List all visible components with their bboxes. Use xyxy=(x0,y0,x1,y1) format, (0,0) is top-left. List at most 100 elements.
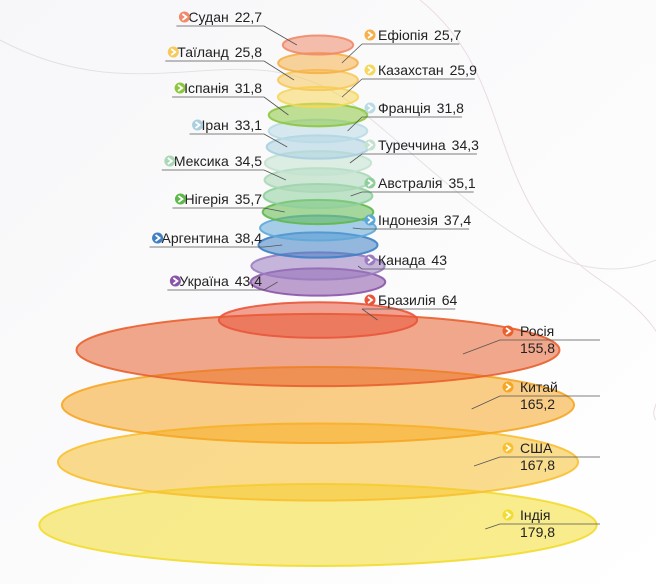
arrow-icon xyxy=(505,327,512,335)
category-label: Таїланд xyxy=(177,44,228,60)
leader-line xyxy=(352,227,363,230)
disc xyxy=(277,51,359,75)
data-label: Канада 43 xyxy=(378,252,447,268)
leader-line xyxy=(350,191,363,197)
category-label: Туреччина xyxy=(378,137,446,153)
value-label: 34,3 xyxy=(452,137,479,153)
arrow-icon xyxy=(178,11,190,23)
arrow-icon xyxy=(367,256,374,264)
value-label: 22,7 xyxy=(235,9,262,25)
value-label: 34,5 xyxy=(235,153,262,169)
category-label: Китай xyxy=(520,379,558,395)
data-label: Судан 22,7 xyxy=(188,9,262,25)
arrow-icon xyxy=(169,275,181,287)
leader-line xyxy=(263,244,283,248)
category-label: Мексика xyxy=(174,153,229,169)
arrow-icon xyxy=(364,102,376,114)
arrow-icon xyxy=(167,46,179,58)
data-label: Австралія 35,1 xyxy=(378,175,476,191)
category-label: Аргентина xyxy=(162,230,229,246)
category-label: Судан xyxy=(188,9,228,25)
leader-line xyxy=(263,281,278,291)
leader-line xyxy=(473,456,501,467)
arrow-icon xyxy=(367,31,374,39)
data-label: Україна 43,4 xyxy=(179,273,262,289)
value-label: 31,8 xyxy=(437,100,464,116)
leader-line xyxy=(462,339,501,355)
arrow-icon xyxy=(367,66,374,74)
discs xyxy=(38,34,598,567)
data-label: Іспанія 31,8 xyxy=(184,80,262,96)
arrow-icon xyxy=(367,179,374,187)
leader-line xyxy=(263,96,289,116)
value-label: 25,8 xyxy=(235,44,262,60)
category-label: Росія xyxy=(520,323,554,339)
category-label: Іран xyxy=(202,117,229,133)
arrow-icon xyxy=(195,121,202,129)
arrow-icon xyxy=(174,193,186,205)
category-label: Індія xyxy=(520,507,550,523)
category-label: Іспанія xyxy=(184,80,229,96)
value-label: 35,7 xyxy=(235,191,262,207)
arrow-icon xyxy=(364,177,376,189)
data-label: Казахстан 25,9 xyxy=(378,62,477,78)
category-label: США xyxy=(520,440,553,456)
arrow-icon xyxy=(364,294,376,306)
arrow-icon xyxy=(367,104,374,112)
data-label: Нігерія 35,7 xyxy=(184,191,262,207)
arrow-icon xyxy=(172,277,179,285)
category-label: Канада xyxy=(378,252,426,268)
data-label: Індонезія 37,4 xyxy=(378,212,471,228)
category-label: Казахстан xyxy=(378,62,444,78)
decor xyxy=(419,0,656,421)
leader-line xyxy=(347,116,363,132)
arrow-icon xyxy=(502,509,514,521)
labels: Судан 22,7 Ефіопія 25,7 Таїланд 25,8 Казахстан… xyxy=(149,9,600,540)
arrow-icon xyxy=(152,232,164,244)
arrow-icon xyxy=(177,84,184,92)
leader-line xyxy=(263,133,288,148)
arrow-icon xyxy=(170,48,177,56)
leader-line xyxy=(263,207,285,213)
data-label: Аргентина 38,4 xyxy=(162,230,263,246)
arrow-icon xyxy=(364,29,376,41)
data-label: Іран 33,1 xyxy=(202,117,263,133)
data-label: Мексика 34,5 xyxy=(174,153,262,169)
disc xyxy=(281,34,355,56)
leader-line xyxy=(341,43,363,64)
leader-line xyxy=(361,308,378,321)
value-label: 25,9 xyxy=(450,62,477,78)
arrow-icon xyxy=(177,195,184,203)
arrow-icon xyxy=(364,254,376,266)
data-label: Бразилія 64 xyxy=(378,292,457,308)
category-label: Австралія xyxy=(378,175,442,191)
arrow-icon xyxy=(502,381,514,393)
arrow-icon xyxy=(181,13,188,21)
arrow-icon xyxy=(164,155,176,167)
arrow-icon xyxy=(367,296,374,304)
value-label: 155,8 xyxy=(520,340,555,356)
arrow-icon xyxy=(505,511,512,519)
category-label: Ефіопія xyxy=(378,27,428,43)
arrow-icon xyxy=(502,442,514,454)
arrow-icon xyxy=(505,444,512,452)
leader-line xyxy=(349,153,363,164)
leader-line xyxy=(263,60,295,81)
arrow-icon xyxy=(155,234,162,242)
leader-line xyxy=(485,523,501,530)
category-label: Україна xyxy=(179,273,229,289)
value-label: 179,8 xyxy=(520,524,555,540)
value-label: 35,1 xyxy=(448,175,475,191)
value-label: 38,4 xyxy=(235,230,262,246)
leader-line xyxy=(357,265,363,270)
data-label: Франція 31,8 xyxy=(378,100,464,116)
value-label: 43 xyxy=(431,252,447,268)
arrow-icon xyxy=(505,383,512,391)
leader-line xyxy=(471,395,501,410)
value-label: 33,1 xyxy=(235,117,262,133)
category-label: Бразилія xyxy=(378,292,436,308)
arrow-icon xyxy=(174,82,186,94)
category-label: Індонезія xyxy=(378,212,438,228)
leader-line xyxy=(263,169,287,181)
